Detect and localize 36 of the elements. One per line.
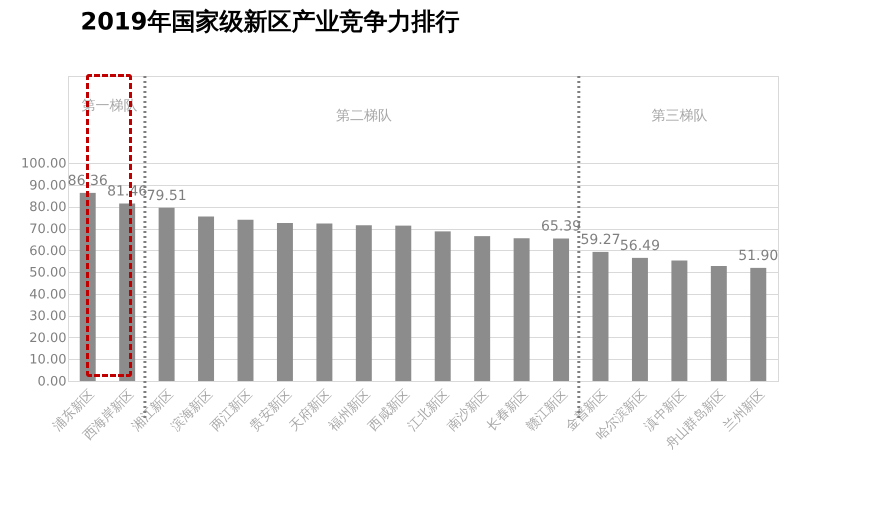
y-tick-label: 20.00: [29, 330, 66, 346]
y-tick-label: 40.00: [29, 287, 66, 302]
bar: [592, 252, 608, 381]
data-label: 56.49: [620, 238, 660, 254]
y-tick-label: 70.00: [29, 222, 66, 237]
bar: [316, 223, 332, 381]
y-tick-label: 100.00: [21, 156, 66, 172]
bar: [276, 223, 293, 381]
chart-title: 2019年国家级新区产业竞争力排行: [80, 8, 460, 36]
bar: [710, 266, 727, 381]
bar: [553, 238, 570, 381]
bar: [356, 225, 372, 381]
y-tick-label: 10.00: [29, 352, 66, 368]
bar: [632, 258, 648, 381]
data-label: 59.27: [580, 232, 621, 248]
bar: [198, 216, 214, 381]
bar: [514, 238, 530, 381]
bar: [671, 260, 688, 381]
bar: [750, 268, 766, 381]
bar: [474, 236, 490, 381]
bar: [238, 220, 254, 381]
bar: [395, 226, 412, 381]
y-tick-label: 0.00: [38, 374, 66, 390]
y-tick-label: 50.00: [29, 266, 66, 281]
data-label: 86.36: [68, 172, 108, 189]
data-label: 51.90: [738, 248, 778, 264]
bar: [434, 231, 451, 381]
data-label: 65.39: [541, 218, 582, 235]
y-tick-label: 60.00: [29, 244, 66, 259]
annotation: 第二梯队: [336, 108, 392, 124]
y-tick-label: 30.00: [29, 309, 66, 324]
annotation: 第三梯队: [651, 108, 708, 124]
bar: [158, 208, 175, 381]
y-tick-label: 90.00: [29, 178, 66, 194]
data-label: 79.51: [146, 188, 187, 204]
y-tick-label: 80.00: [29, 200, 66, 216]
